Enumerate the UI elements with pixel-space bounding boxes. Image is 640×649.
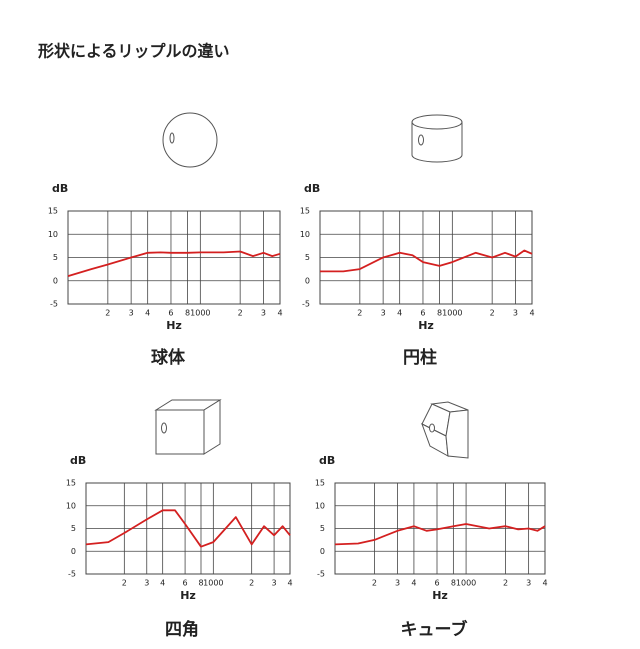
- y-axis-label: dB: [70, 454, 86, 467]
- x-tick-label: 4: [411, 579, 416, 588]
- x-tick-label: 4: [160, 579, 165, 588]
- shape-caption: キューブ: [401, 619, 468, 640]
- x-tick-label: 6: [183, 579, 188, 588]
- x-tick-label: 3: [513, 309, 518, 318]
- x-tick-label: 3: [526, 579, 531, 588]
- x-tick-label: 4: [529, 309, 534, 318]
- x-tick-label: 6: [434, 579, 439, 588]
- y-tick-label: 0: [71, 547, 76, 556]
- x-tick-label: 4: [277, 309, 282, 318]
- response-line: [67, 250, 281, 277]
- x-tick-label: 3: [272, 579, 277, 588]
- x-tick-label: 4: [145, 309, 150, 318]
- sphere-icon: [162, 112, 218, 168]
- x-tick-label: 3: [381, 309, 386, 318]
- box-icon: [154, 399, 222, 455]
- y-tick-label: 15: [300, 207, 310, 216]
- y-tick-label: 5: [71, 524, 76, 533]
- y-tick-label: 5: [305, 253, 310, 262]
- y-tick-label: 10: [48, 230, 58, 239]
- y-tick-label: -5: [50, 300, 58, 309]
- x-axis-label: Hz: [180, 589, 196, 602]
- y-tick-label: 5: [320, 524, 325, 533]
- y-tick-label: 5: [53, 253, 58, 262]
- y-axis-label: dB: [304, 182, 320, 195]
- x-tick-label: 1000: [203, 579, 223, 588]
- x-tick-label: 8: [437, 309, 442, 318]
- x-axis-label: Hz: [432, 589, 448, 602]
- y-tick-label: 15: [315, 479, 325, 488]
- x-tick-label: 3: [129, 309, 134, 318]
- response-line: [85, 509, 291, 548]
- x-tick-label: 6: [420, 309, 425, 318]
- x-tick-label: 2: [122, 579, 127, 588]
- x-tick-label: 2: [357, 309, 362, 318]
- x-axis-label: Hz: [166, 319, 182, 332]
- y-tick-label: 15: [66, 479, 76, 488]
- cylinder-icon: [411, 114, 463, 163]
- x-tick-label: 2: [238, 309, 243, 318]
- shape-caption: 球体: [151, 347, 186, 368]
- x-tick-label: 4: [287, 579, 292, 588]
- y-tick-label: 15: [48, 207, 58, 216]
- y-tick-label: 10: [66, 501, 76, 510]
- shape-caption: 四角: [165, 619, 199, 640]
- shape-caption: 円柱: [403, 347, 437, 368]
- x-tick-label: 6: [168, 309, 173, 318]
- y-tick-label: -5: [68, 570, 76, 579]
- x-axis-label: Hz: [418, 319, 434, 332]
- x-tick-label: 1000: [442, 309, 462, 318]
- y-tick-label: -5: [317, 570, 325, 579]
- cube-icon: [421, 401, 469, 459]
- x-tick-label: 8: [451, 579, 456, 588]
- y-axis-label: dB: [319, 454, 335, 467]
- x-tick-label: 2: [372, 579, 377, 588]
- x-tick-label: 4: [397, 309, 402, 318]
- page-title: 形状によるリップルの違い: [38, 42, 230, 61]
- x-tick-label: 8: [198, 579, 203, 588]
- y-tick-label: -5: [302, 300, 310, 309]
- y-tick-label: 10: [315, 501, 325, 510]
- x-tick-label: 8: [185, 309, 190, 318]
- y-tick-label: 0: [305, 276, 310, 285]
- x-tick-label: 1000: [190, 309, 210, 318]
- y-axis-label: dB: [52, 182, 68, 195]
- x-tick-label: 4: [542, 579, 547, 588]
- response-line: [334, 523, 546, 546]
- y-tick-label: 0: [53, 276, 58, 285]
- response-line: [320, 249, 533, 273]
- x-tick-label: 3: [261, 309, 266, 318]
- x-tick-label: 2: [105, 309, 110, 318]
- x-tick-label: 2: [249, 579, 254, 588]
- x-tick-label: 1000: [456, 579, 476, 588]
- x-tick-label: 2: [503, 579, 508, 588]
- y-tick-label: 10: [300, 230, 310, 239]
- x-tick-label: 3: [395, 579, 400, 588]
- y-tick-label: 0: [320, 547, 325, 556]
- x-tick-label: 3: [144, 579, 149, 588]
- x-tick-label: 2: [490, 309, 495, 318]
